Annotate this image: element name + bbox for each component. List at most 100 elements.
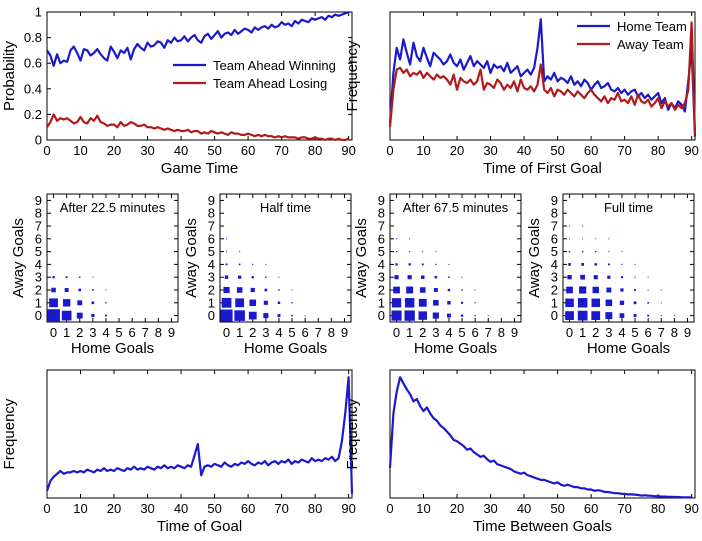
score-marker — [673, 315, 675, 317]
x-tick-label: 30 — [483, 501, 497, 516]
x-tick-label: 4 — [275, 325, 282, 340]
x-tick-label: 4 — [618, 325, 625, 340]
y-tick-label: 1 — [35, 5, 42, 20]
score-marker — [577, 310, 588, 321]
score-marker — [421, 263, 424, 266]
score-marker — [391, 298, 402, 308]
score-marker — [660, 315, 662, 317]
y-tick-label: 4 — [208, 257, 215, 272]
x-tick-label: 8 — [328, 325, 335, 340]
score-marker — [619, 313, 625, 318]
y-tick-label: 2 — [35, 283, 42, 298]
score-marker — [62, 299, 71, 307]
score-marker — [422, 251, 424, 253]
x-tick-label: 9 — [511, 325, 518, 340]
x-tick-label: 7 — [315, 325, 322, 340]
axes-frame — [389, 369, 696, 499]
series-line-home-team — [388, 18, 697, 137]
series-line-frequency — [45, 376, 354, 494]
score-marker — [447, 288, 451, 292]
x-tick-label: 60 — [241, 143, 255, 158]
x-tick-label: 20 — [450, 143, 464, 158]
y-tick-label: 9 — [208, 193, 215, 208]
legend: Home Team Away Team — [577, 19, 687, 52]
score-marker — [448, 263, 450, 265]
score-marker — [608, 251, 610, 253]
score-marker — [621, 263, 623, 265]
x-tick-label: 2 — [76, 325, 83, 340]
x-tick-label: 4 — [445, 325, 452, 340]
legend-label: Team Ahead Winning — [213, 58, 336, 73]
score-marker — [606, 287, 612, 293]
series-line-frequency — [388, 376, 692, 499]
x-tick-label: 2 — [249, 325, 256, 340]
x-tick-label: 5 — [288, 325, 295, 340]
score-marker — [607, 275, 611, 279]
x-tick-label: 6 — [129, 325, 136, 340]
score-marker — [221, 297, 232, 308]
score-marker — [226, 238, 228, 240]
x-tick-label: 50 — [207, 143, 221, 158]
y-tick-label: 7 — [551, 219, 558, 234]
score-marker — [92, 276, 94, 278]
y-tick-label: 4 — [378, 257, 385, 272]
score-marker — [396, 238, 398, 240]
score-marker — [435, 251, 437, 253]
score-marker — [409, 238, 411, 240]
score-marker — [64, 288, 69, 292]
score-marker — [593, 275, 598, 280]
score-marker — [435, 263, 437, 266]
x-tick-label: 1 — [579, 325, 586, 340]
x-axis-label: Game Time — [161, 160, 239, 177]
score-marker — [263, 300, 268, 305]
x-tick-label: 6 — [302, 325, 309, 340]
score-marker — [461, 276, 463, 278]
score-marker — [49, 298, 58, 308]
x-tick-label: 9 — [684, 325, 691, 340]
score-marker — [577, 298, 588, 308]
score-marker — [619, 300, 625, 305]
score-marker — [406, 286, 414, 294]
axes-frame — [46, 11, 353, 141]
x-tick-label: 0 — [393, 325, 400, 340]
score-marker — [252, 263, 254, 265]
score-marker — [291, 302, 293, 304]
y-tick-label: 0 — [35, 133, 42, 148]
score-marker — [223, 286, 230, 294]
y-tick-label: 1 — [551, 295, 558, 310]
x-tick-label: 90 — [341, 143, 355, 158]
score-marker — [594, 263, 597, 266]
score-marker — [591, 298, 600, 308]
x-tick-label: 1 — [63, 325, 70, 340]
score-marker — [448, 276, 450, 278]
x-tick-label: 7 — [658, 325, 665, 340]
y-tick-label: 4 — [35, 257, 42, 272]
score-marker — [605, 299, 613, 307]
y-tick-label: 8 — [551, 206, 558, 221]
score-marker — [76, 312, 83, 319]
y-tick-label: 5 — [551, 244, 558, 259]
score-marker — [79, 276, 81, 278]
x-tick-label: 10 — [416, 143, 430, 158]
score-marker — [418, 311, 427, 320]
score-marker — [565, 311, 574, 320]
x-tick-label: 3 — [262, 325, 269, 340]
y-tick-label: 8 — [378, 206, 385, 221]
score-marker — [579, 286, 587, 294]
score-marker — [569, 238, 571, 240]
score-marker — [91, 301, 95, 305]
score-marker — [433, 288, 438, 292]
x-tick-label: 6 — [645, 325, 652, 340]
x-tick-label: 80 — [651, 143, 665, 158]
y-tick-label: 0 — [208, 308, 215, 323]
x-tick-label: 5 — [458, 325, 465, 340]
score-marker — [395, 251, 398, 253]
axes-frame — [562, 193, 695, 323]
y-tick-label: 3 — [208, 270, 215, 285]
y-tick-label: 9 — [35, 193, 42, 208]
score-marker — [432, 312, 439, 319]
score-marker — [474, 302, 476, 304]
score-marker — [647, 289, 649, 291]
x-tick-label: 50 — [550, 501, 564, 516]
